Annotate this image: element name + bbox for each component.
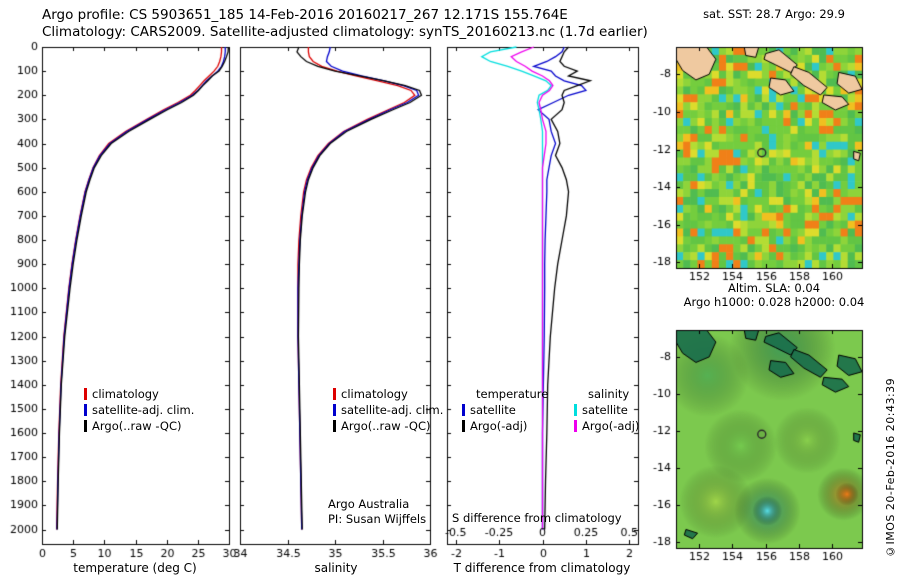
salinity-legend: climatology satellite-adj. clim. Argo(..… (333, 386, 443, 434)
legend-item: Argo(-adj) (462, 418, 548, 434)
sst-map-canvas (648, 42, 900, 288)
temperature-legend: climatology satellite-adj. clim. Argo(..… (84, 386, 194, 434)
argo-line-marker (333, 420, 336, 432)
sla-title-line1: Altim. SLA: 0.04 (727, 281, 821, 295)
t-satellite-line-marker (462, 404, 465, 416)
climatology-line-marker (84, 388, 87, 400)
legend-item: satellite-adj. clim. (84, 402, 194, 418)
legend-item: Argo(..raw -QC) (84, 418, 194, 434)
legend-header-temperature: temperature (476, 387, 549, 401)
satellite-clim-line-marker (333, 404, 336, 416)
difference-legend-salinity: salinity satellite Argo(-adj) (574, 386, 639, 434)
satellite-clim-line-marker (84, 404, 87, 416)
t-argo-line-marker (462, 420, 465, 432)
sla-title-line2: Argo h1000: 0.028 h2000: 0.04 (683, 295, 865, 309)
pi-note: PI: Susan Wijffels (328, 512, 427, 526)
imos-watermark: ©IMOS 20-Feb-2016 20:43:39 (884, 377, 897, 558)
legend-item: satellite-adj. clim. (333, 402, 443, 418)
sst-map-title: sat. SST: 28.7 Argo: 29.9 (703, 7, 845, 21)
figure-title-line2: Climatology: CARS2009. Satellite-adjuste… (42, 24, 648, 40)
argo-line-marker (84, 420, 87, 432)
legend-item: climatology (84, 386, 194, 402)
legend-label: satellite (470, 403, 516, 417)
legend-label: climatology (341, 387, 408, 401)
figure-title-line1: Argo profile: CS 5903651_185 14-Feb-2016… (42, 7, 568, 23)
legend-label: satellite-adj. clim. (92, 403, 195, 417)
legend-label: Argo(..raw -QC) (92, 419, 182, 433)
legend-header-salinity: salinity (588, 387, 630, 401)
legend-label: Argo(..raw -QC) (341, 419, 431, 433)
legend-label: satellite (582, 403, 628, 417)
legend-item: Argo(..raw -QC) (333, 418, 443, 434)
legend-label: climatology (92, 387, 159, 401)
temperature-xlabel: temperature (deg C) (73, 561, 197, 575)
salinity-xlabel: salinity (314, 561, 358, 575)
difference-legend-temperature: temperature satellite Argo(-adj) (462, 386, 548, 434)
s-satellite-line-marker (574, 404, 577, 416)
legend-label: Argo(-adj) (582, 419, 640, 433)
legend-label: Argo(-adj) (470, 419, 528, 433)
s-argo-line-marker (574, 420, 577, 432)
legend-item: climatology (333, 386, 443, 402)
t-difference-xlabel: T difference from climatology (453, 561, 631, 575)
argo-australia-note: Argo Australia (328, 497, 410, 511)
s-difference-axis-label: S difference from climatology (452, 511, 622, 525)
legend-item: Argo(-adj) (574, 418, 639, 434)
climatology-line-marker (333, 388, 336, 400)
profile-charts-canvas (0, 40, 660, 580)
sla-map-canvas (648, 325, 900, 569)
legend-label: satellite-adj. clim. (341, 403, 444, 417)
legend-item: satellite (462, 402, 548, 418)
legend-item: satellite (574, 402, 639, 418)
